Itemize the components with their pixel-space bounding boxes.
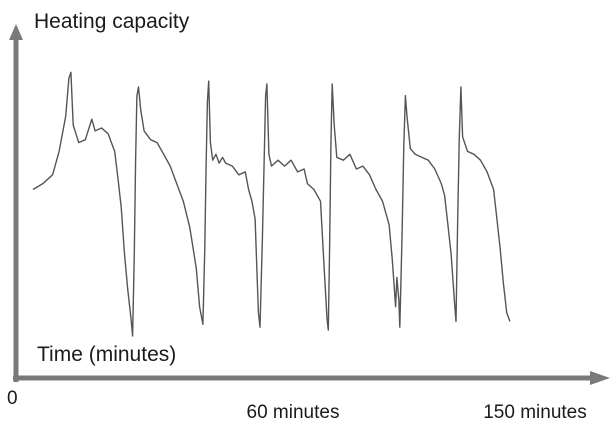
x-tick-labels: 0 60 minutes 150 minutes bbox=[7, 388, 587, 421]
x-tick-label: 0 bbox=[7, 388, 18, 409]
x-tick-label: 150 minutes bbox=[483, 402, 587, 421]
x-axis-label: Time (minutes) bbox=[37, 343, 176, 366]
x-tick-label: 60 minutes bbox=[247, 402, 340, 421]
y-axis-label: Heating capacity bbox=[34, 10, 190, 33]
y-axis-arrowhead bbox=[9, 24, 23, 40]
axes bbox=[9, 24, 610, 385]
series-line bbox=[32, 71, 511, 337]
x-axis-arrowhead bbox=[590, 371, 610, 385]
